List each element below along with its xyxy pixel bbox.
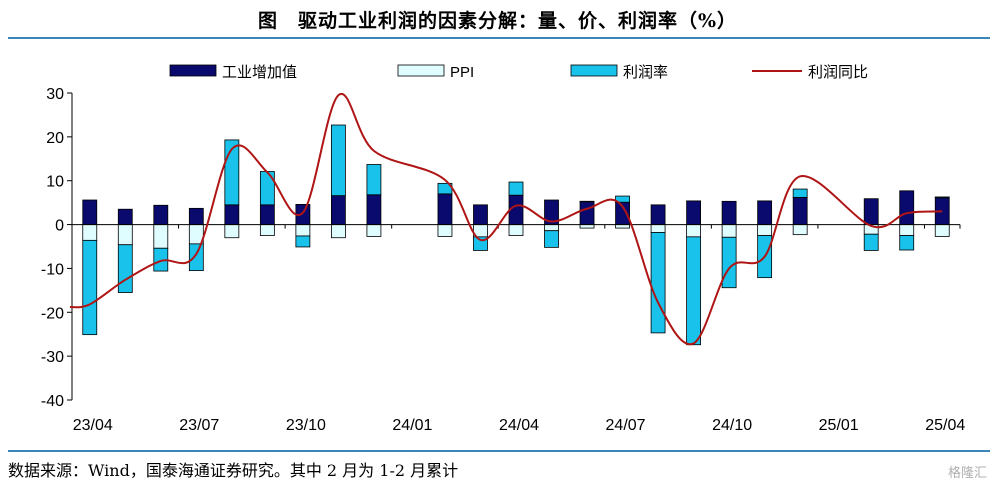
profit-yoy-line	[69, 92, 943, 346]
source-note: 数据来源：Wind，国泰海通证券研究。其中 2 月为 1-2 月累计	[8, 461, 459, 480]
bar-margin	[863, 233, 879, 251]
y-tick-label: -10	[41, 261, 64, 278]
legend-label: 工业增加值	[222, 64, 297, 81]
legend-label: 利润同比	[808, 64, 868, 81]
y-tick-label: -20	[41, 305, 64, 322]
x-tick-label: 25/04	[925, 417, 965, 434]
bar-industry	[579, 200, 595, 225]
bar-industry	[437, 193, 453, 225]
legend-swatch	[169, 64, 217, 77]
bar-industry	[224, 204, 240, 225]
bar-industry	[721, 200, 737, 225]
bar-margin	[615, 195, 630, 203]
bar-margin	[650, 232, 666, 334]
bar-margin	[899, 235, 915, 251]
bar-ppi	[259, 224, 275, 236]
x-tick-label: 24/04	[499, 417, 539, 434]
bar-ppi	[721, 224, 737, 238]
bar-industry	[330, 195, 346, 225]
legend: 工业增加值 PPI 利润率 利润同比	[169, 64, 868, 81]
bars	[82, 124, 950, 346]
bar-ppi	[82, 224, 98, 241]
bar-ppi	[686, 224, 701, 238]
bar-ppi	[899, 224, 915, 236]
bar-ppi	[544, 224, 559, 232]
watermark: 格隆汇	[947, 466, 987, 481]
bar-ppi	[934, 224, 950, 237]
chart-svg: 工业增加值 PPI 利润率 利润同比 -40 -30 -20 -10 0 10 20 30 23/0…	[41, 64, 965, 434]
bar-ppi	[330, 224, 346, 239]
x-axis: 23/04 23/07 23/10 24/01 24/04 24/07 24/10 25/01…	[71, 224, 965, 434]
bar-ppi	[650, 224, 666, 233]
bar-ppi	[366, 224, 382, 237]
y-tick-label: -30	[41, 349, 64, 366]
bar-ppi	[508, 224, 524, 236]
bar-margin	[188, 243, 204, 272]
bar-margin	[721, 236, 737, 289]
bar-margin	[544, 230, 559, 248]
x-tick-label: 23/04	[73, 417, 113, 434]
y-tick-label: 20	[46, 130, 64, 147]
bar-industry	[188, 207, 204, 225]
bar-margin	[366, 164, 382, 196]
legend-label: 利润率	[623, 64, 668, 81]
bar-margin	[686, 236, 701, 346]
bar-margin	[579, 200, 595, 203]
bar-industry	[117, 208, 133, 225]
profit-yoy-line-layer	[69, 92, 943, 346]
bar-industry	[82, 199, 98, 225]
y-axis: -40 -30 -20 -10 0 10 20 30	[41, 86, 73, 410]
legend-swatch	[570, 64, 618, 77]
bar-industry	[153, 204, 169, 225]
bar-ppi	[579, 224, 595, 229]
bar-industry	[899, 190, 915, 225]
bar-ppi	[792, 224, 808, 236]
bar-industry	[366, 194, 382, 225]
chart-title: 图 驱动工业利润的因素分解：量、价、利润率（%）	[257, 10, 738, 32]
bar-industry	[650, 204, 666, 225]
x-tick-label: 24/10	[712, 417, 752, 434]
bottom-rule	[8, 450, 990, 452]
bar-ppi	[153, 224, 169, 249]
bar-margin	[259, 171, 275, 206]
bar-ppi	[224, 224, 240, 239]
bar-industry	[863, 198, 879, 225]
bar-margin	[117, 244, 133, 293]
y-tick-label: 10	[46, 174, 64, 191]
bar-margin	[295, 235, 311, 248]
bar-margin	[508, 181, 524, 196]
bar-margin	[330, 124, 346, 197]
y-tick-label: 0	[55, 218, 64, 235]
legend-swatch	[397, 64, 445, 77]
bar-margin	[934, 196, 950, 199]
bar-ppi	[295, 224, 311, 237]
x-tick-label: 24/01	[392, 417, 432, 434]
bar-industry	[259, 204, 275, 225]
bar-industry	[792, 196, 808, 225]
x-tick-label: 24/07	[606, 417, 646, 434]
bar-ppi	[615, 224, 630, 229]
bar-industry	[757, 200, 773, 225]
legend-label: PPI	[450, 64, 474, 81]
y-tick-label: 30	[46, 86, 64, 103]
bar-margin	[792, 188, 808, 198]
x-tick-label: 23/10	[286, 417, 326, 434]
x-tick-label: 23/07	[179, 417, 219, 434]
bar-industry	[686, 200, 701, 225]
bar-ppi	[757, 224, 773, 236]
bar-ppi	[117, 224, 133, 246]
top-rule	[8, 37, 990, 39]
bar-industry	[473, 204, 488, 225]
x-tick-label: 25/01	[819, 417, 859, 434]
y-tick-label: -40	[41, 393, 64, 410]
bar-margin	[82, 239, 98, 336]
bar-ppi	[437, 224, 453, 237]
